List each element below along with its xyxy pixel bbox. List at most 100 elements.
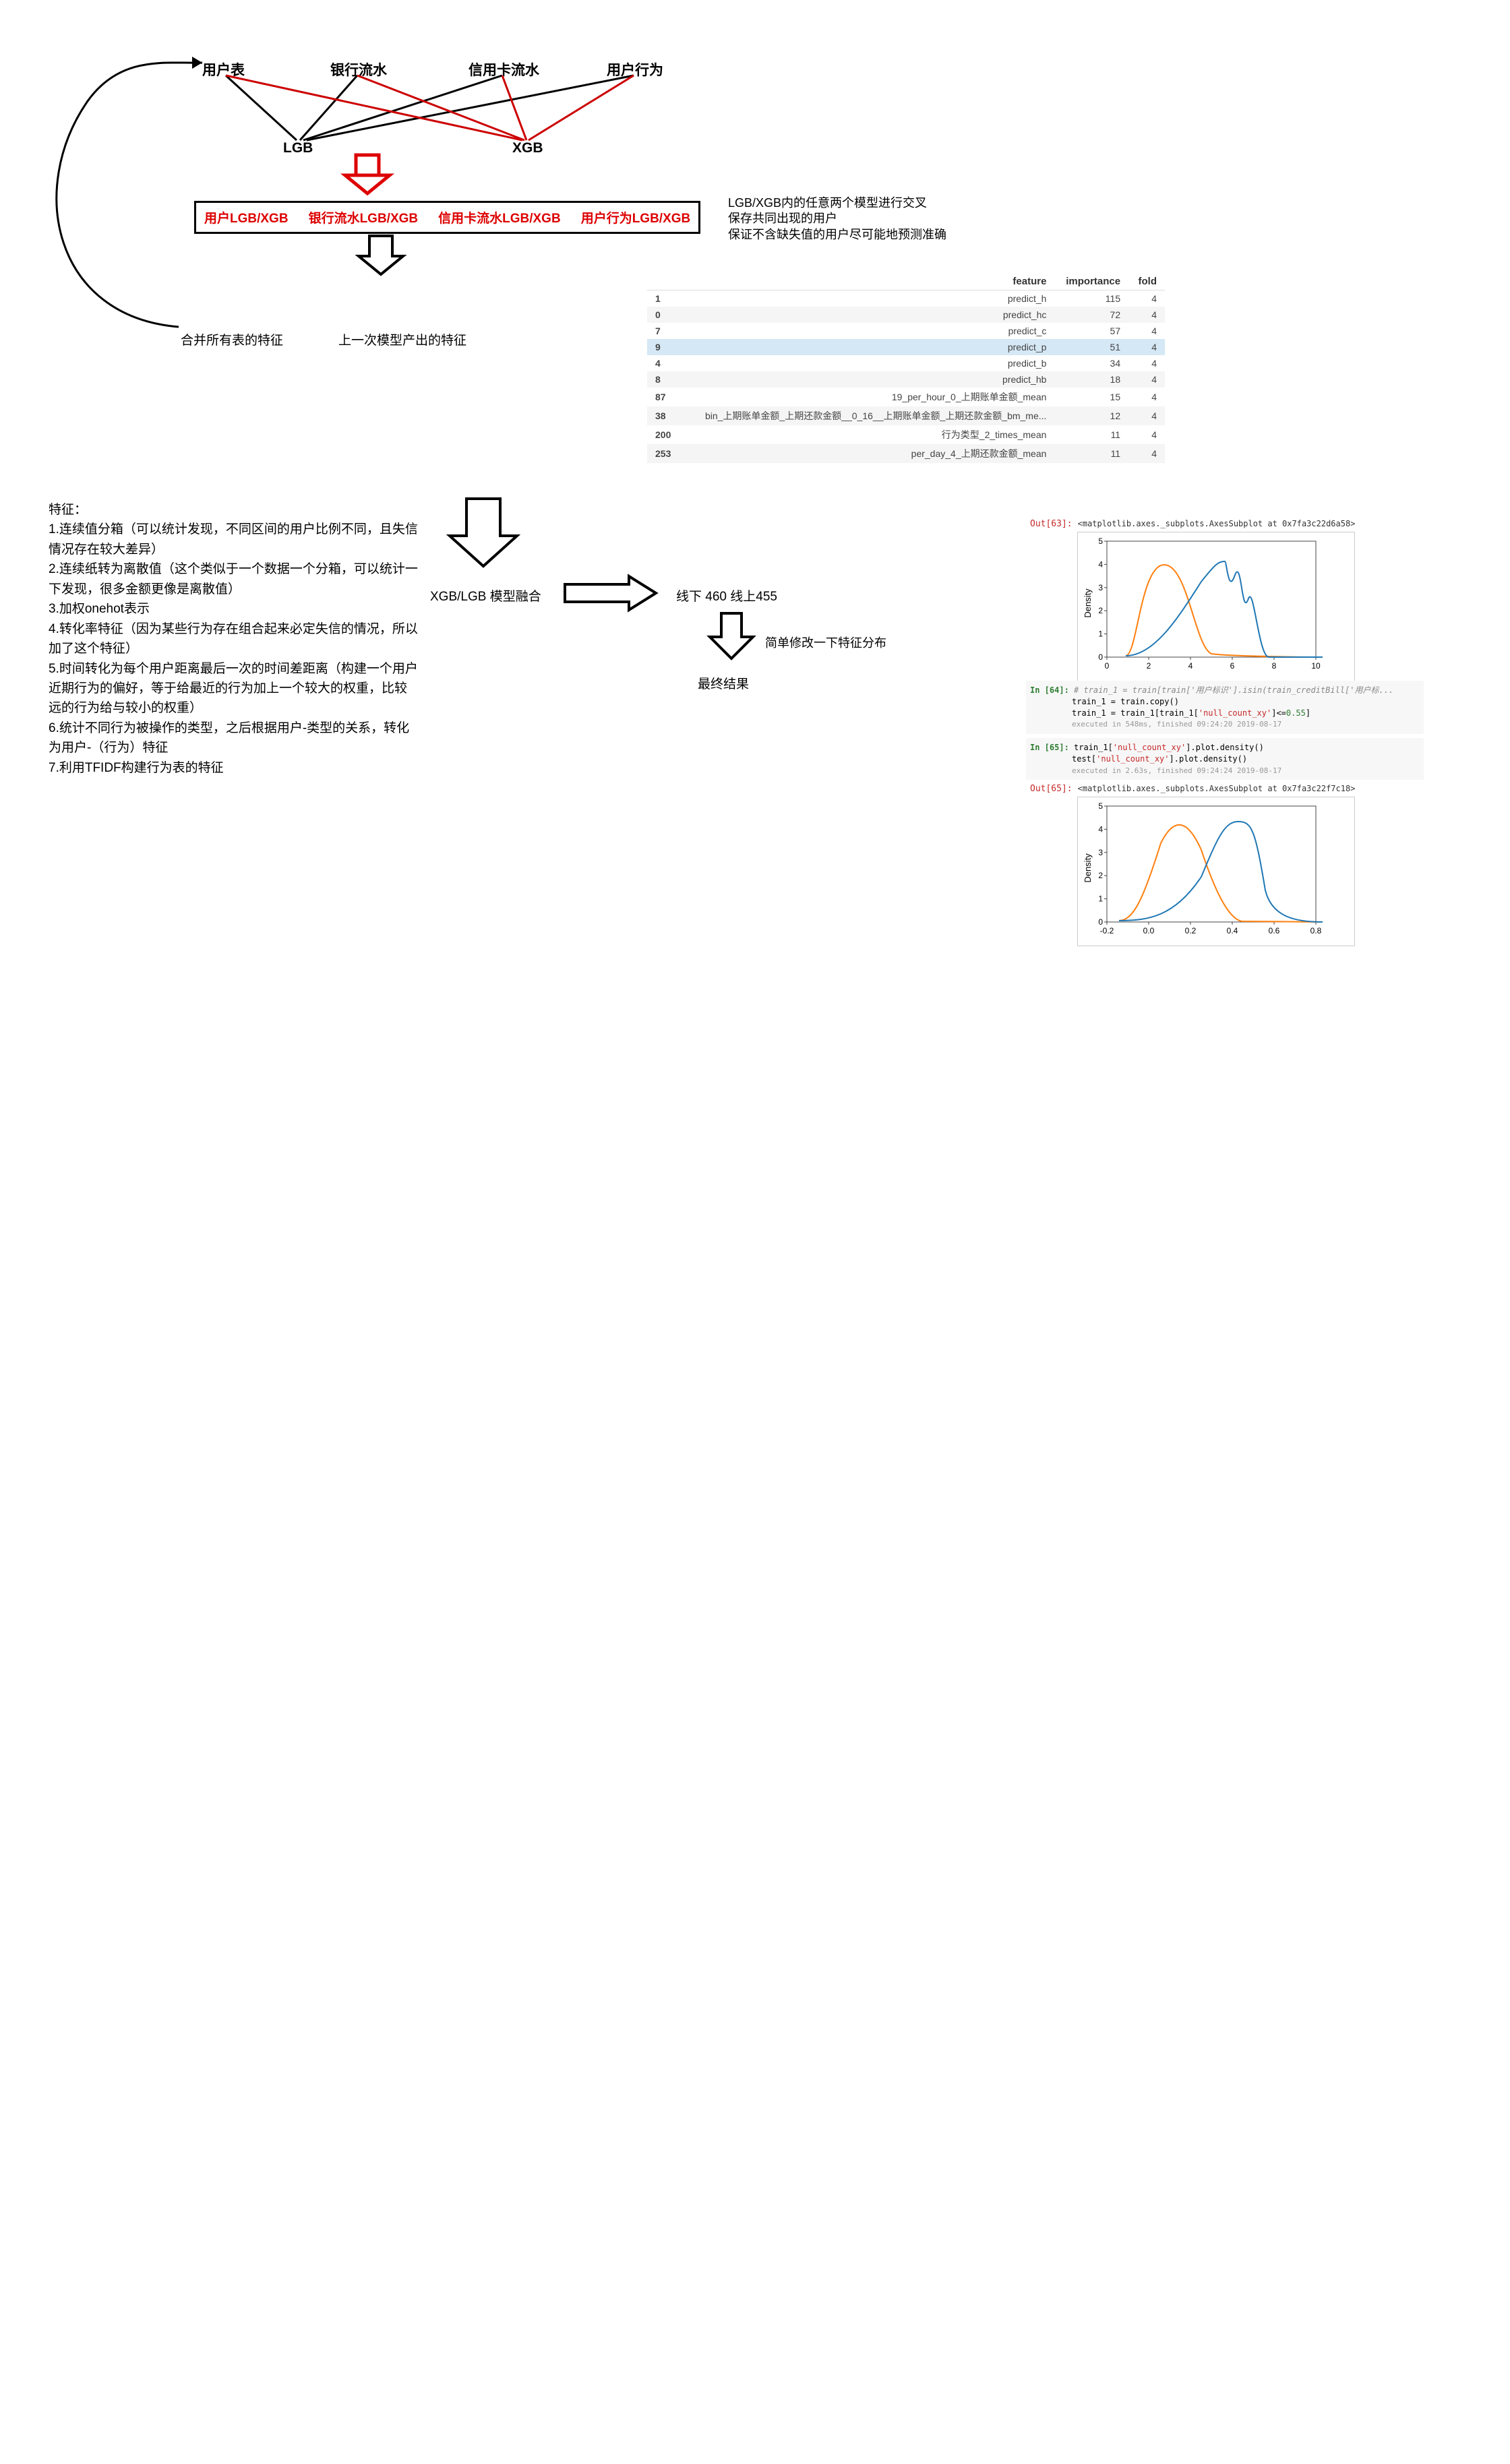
table-cell: 11 [1054,444,1128,463]
table-row: 0predict_hc724 [647,307,1165,323]
table-cell: 4 [1128,371,1165,388]
table-cell: 87 [647,388,681,406]
c1l3b: 'null_count_xy' [1199,708,1271,718]
final-label: 最终结果 [698,674,749,692]
density-plot-2: 012345 -0.20.00.20.40.60.8 Density [1081,801,1324,942]
arrow-down-2 [351,233,411,280]
svg-text:-0.2: -0.2 [1100,926,1114,935]
table-cell: 0 [647,307,681,323]
arrow-down-4 [704,610,758,664]
plot2-out-label: Out[65]: [1030,784,1073,794]
svg-text:3: 3 [1098,848,1103,857]
svg-text:2: 2 [1147,661,1151,671]
svg-text:0: 0 [1098,652,1103,662]
plot1-out-text: <matplotlib.axes._subplots.AxesSubplot a… [1078,519,1356,529]
c1exec: executed in 548ms, finished 09:24:20 201… [1072,720,1281,729]
svg-text:5: 5 [1098,536,1103,546]
table-cell: 4 [1128,425,1165,444]
box-item-2: 银行流水LGB/XGB [309,208,419,226]
table-row: 9predict_p514 [647,339,1165,355]
table-cell: 4 [1128,323,1165,339]
feature-item: 3.加权onehot表示 [49,599,419,619]
main-diagram: 用户表 银行流水 信用卡流水 用户行为 LGB XGB 用户LGB/XGB 银行… [0,0,1510,607]
table-row: 38bin_上期账单金额_上期还款金额__0_16__上期账单金额_上期还款金额… [647,406,1165,425]
table-header: importance [1054,273,1128,290]
table-header: feature [681,273,1055,290]
table-row: 253per_day_4_上期还款金额_mean114 [647,444,1165,463]
table-cell: 115 [1054,290,1128,307]
table-cell: 200 [647,425,681,444]
c2l1b: 'null_count_xy' [1113,743,1186,752]
feature-item: 1.连续值分箱（可以统计发现，不同区间的用户比例不同，且失信情况存在较大差异） [49,520,419,559]
table-row: 4predict_b344 [647,355,1165,371]
c1l1c: '].isin(train_creditBill[' [1228,685,1355,695]
c2l2a: test[ [1072,754,1096,764]
svg-text:0.2: 0.2 [1185,926,1197,935]
c1l3e: ] [1306,708,1310,718]
code-block-2: In [65]: train_1['null_count_xy'].plot.d… [1026,738,1424,780]
table-cell: 行为类型_2_times_mean [681,425,1055,444]
table-cell: 12 [1054,406,1128,425]
table-cell: 1 [647,290,681,307]
table-cell: 18 [1054,371,1128,388]
code2-prompt: In [65]: [1030,743,1069,752]
table-cell: 4 [1128,388,1165,406]
table-cell: 51 [1054,339,1128,355]
table-cell: predict_hb [681,371,1055,388]
feature-title: 特征： [49,500,419,520]
c1l1b: 用户标识 [1196,685,1228,695]
table-cell: per_day_4_上期还款金额_mean [681,444,1055,463]
model-box: 用户LGB/XGB 银行流水LGB/XGB 信用卡流水LGB/XGB 用户行为L… [194,201,700,234]
feature-item: 6.统计不同行为被操作的类型，之后根据用户-类型的关系，转化为用户-（行为）特征 [49,718,419,758]
feature-list: 特征： 1.连续值分箱（可以统计发现，不同区间的用户比例不同，且失信情况存在较大… [49,500,419,778]
plot2-ylabel: Density [1083,853,1093,883]
c1l3a: train_1 = train_1[train_1[ [1072,708,1199,718]
table-cell: 4 [1128,406,1165,425]
table-cell: 57 [1054,323,1128,339]
table-row: 200行为类型_2_times_mean114 [647,425,1165,444]
plot1-out-label: Out[63]: [1030,519,1073,529]
svg-text:2: 2 [1098,871,1103,880]
c2l2b: 'null_count_xy' [1096,754,1169,764]
svg-text:6: 6 [1230,661,1235,671]
svg-text:4: 4 [1098,824,1103,834]
svg-text:2: 2 [1098,606,1103,615]
table-cell: 72 [1054,307,1128,323]
svg-text:3: 3 [1098,583,1103,592]
feature-item: 2.连续纸转为离散值（这个类似于一个数据一个分箱，可以统计一下发现，很多金额更像… [49,559,419,599]
table-cell: 4 [1128,355,1165,371]
plot2-out-text: <matplotlib.axes._subplots.AxesSubplot a… [1078,784,1356,794]
svg-text:4: 4 [1188,661,1193,671]
arrow-down-3 [443,495,524,573]
c2l2c: ].plot.density() [1170,754,1248,764]
red-arrow-down-1 [337,152,398,199]
c2l1a: train_1[ [1074,743,1113,752]
table-cell: 7 [647,323,681,339]
box-annotation: LGB/XGB内的任意两个模型进行交叉 保存共同出现的用户 保证不含缺失值的用户… [728,195,946,243]
c2exec: executed in 2.63s, finished 09:24:24 201… [1072,766,1281,775]
table-header: fold [1128,273,1165,290]
svg-text:1: 1 [1098,894,1103,904]
svg-text:5: 5 [1098,801,1103,811]
table-cell: predict_p [681,339,1055,355]
svg-text:0.4: 0.4 [1227,926,1238,935]
feature-item: 7.利用TFIDF构建行为表的特征 [49,758,419,778]
svg-text:4: 4 [1098,559,1103,569]
box-item-1: 用户LGB/XGB [204,208,289,226]
plot1-ylabel: Density [1083,588,1093,618]
table-cell: bin_上期账单金额_上期还款金额__0_16__上期账单金额_上期还款金额_b… [681,406,1055,425]
svg-text:0: 0 [1105,661,1110,671]
svg-text:1: 1 [1098,629,1103,639]
table-cell: 4 [1128,307,1165,323]
box-annot-l1: LGB/XGB内的任意两个模型进行交叉 [728,195,946,211]
c1l1a: # train_1 = train[train[' [1074,685,1196,695]
box-item-4: 用户行为LGB/XGB [581,208,691,226]
mid-annot: 上一次模型产出的特征 [338,330,466,348]
arrow-right-1 [562,573,663,613]
box-item-3: 信用卡流水LGB/XGB [438,208,561,226]
svg-text:10: 10 [1311,661,1321,671]
score-label: 线下 460 线上455 [676,586,777,605]
table-cell: 38 [647,406,681,425]
table-cell: predict_h [681,290,1055,307]
box-annot-l2: 保存共同出现的用户 [728,211,946,226]
